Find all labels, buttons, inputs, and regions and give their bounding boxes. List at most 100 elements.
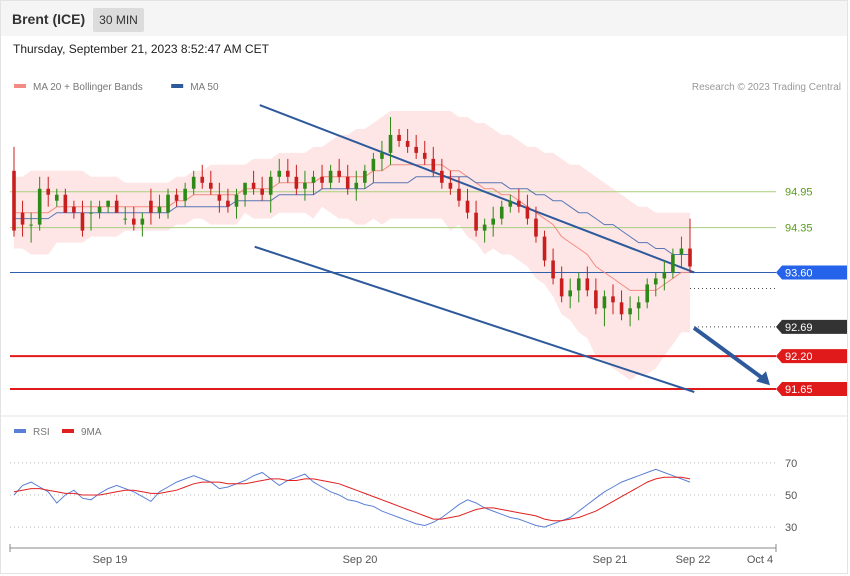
candle-body: [491, 218, 495, 225]
candle-body: [517, 200, 521, 207]
candle-body: [525, 206, 530, 219]
candle-body: [106, 200, 110, 207]
candle-body: [602, 296, 607, 309]
forecast-arrow-head: [756, 371, 770, 386]
rsi-9ma-line: [13, 476, 691, 522]
price-tag: [776, 349, 847, 364]
candle-body: [54, 194, 59, 201]
candle-body: [594, 290, 598, 309]
price-label: 94.35: [785, 223, 813, 235]
candle-body: [294, 176, 299, 189]
legend-label: MA 50: [190, 82, 219, 93]
candle-body: [508, 200, 513, 207]
candle-body: [20, 212, 25, 225]
legend-swatch: [14, 429, 26, 433]
rsi-panel: 70 50 30: [10, 458, 797, 534]
candles: [12, 117, 692, 327]
timeframe-badge[interactable]: 30 MIN: [93, 8, 144, 32]
moving-averages: [14, 164, 690, 291]
x-tick-label: Sep 19: [93, 554, 128, 566]
price-tag: [776, 265, 847, 280]
channel-upper-line: [259, 104, 695, 274]
horizontal-levels: [10, 191, 776, 391]
candle-body: [619, 302, 624, 315]
candle-body: [559, 278, 564, 297]
candle-body: [131, 218, 136, 225]
price-label: 94.95: [785, 187, 813, 199]
candle-body: [157, 206, 162, 213]
x-tick-label: Sep 20: [343, 554, 378, 566]
candle-body: [209, 182, 213, 189]
candle-body: [37, 188, 42, 225]
price-tag: [776, 382, 847, 397]
price-label: 92.69: [785, 322, 813, 334]
bollinger-band-area: [14, 111, 690, 381]
price-label: 92.20: [785, 351, 813, 363]
candle-body: [542, 236, 547, 261]
candle-body: [328, 170, 333, 183]
candle-body: [688, 248, 692, 267]
bollinger-band: [14, 111, 690, 381]
candle-body: [457, 188, 461, 201]
legend-label: RSI: [33, 427, 50, 438]
candle-body: [114, 200, 119, 213]
timestamp-text: Thursday, September 21, 2023 8:52:47 AM …: [13, 42, 269, 56]
candle-body: [72, 206, 76, 213]
candle-body: [166, 194, 170, 213]
rsi-line: [13, 468, 691, 528]
candle-body: [311, 176, 316, 183]
candle-body: [277, 170, 282, 177]
candle-body: [465, 200, 470, 213]
price-labels: 94.95 94.35 93.60 92.69 92.20 91.65: [776, 187, 847, 397]
candle-body: [320, 176, 324, 183]
candle-body: [89, 212, 93, 214]
candle-body: [234, 194, 239, 207]
candle-body: [414, 146, 418, 153]
candle-body: [482, 224, 487, 231]
candle-body: [645, 284, 650, 303]
candle-body: [29, 224, 33, 226]
candle-body: [337, 170, 341, 177]
candle-body: [636, 302, 641, 309]
rsi-tick-label: 50: [785, 490, 797, 502]
candle-body: [371, 158, 376, 171]
candle-body: [260, 188, 264, 195]
rsi-tick-label: 70: [785, 458, 797, 470]
candle-body: [551, 260, 555, 279]
candle-body: [286, 170, 290, 177]
candle-body: [80, 212, 85, 231]
legend-swatch: [14, 84, 26, 88]
candle-body: [628, 308, 632, 315]
ma50-line: [14, 176, 690, 255]
candle-body: [440, 170, 444, 183]
candle-body: [200, 176, 205, 183]
candle-body: [354, 182, 359, 189]
trend-channel: [254, 104, 770, 393]
candle-body: [679, 248, 684, 255]
candle-body: [397, 134, 401, 141]
candle-body: [243, 182, 247, 195]
instrument-title: Brent (ICE): [12, 11, 86, 27]
ma20-line: [14, 164, 690, 291]
legend-swatch: [62, 429, 74, 433]
candle-body: [363, 170, 367, 183]
candle-body: [388, 134, 393, 153]
channel-lower-line: [254, 245, 695, 393]
candle-body: [217, 194, 222, 201]
candle-body: [12, 170, 16, 231]
legend-label: MA 20 + Bollinger Bands: [33, 82, 143, 93]
candle-body: [405, 140, 410, 147]
candle-body: [97, 206, 102, 213]
candle-body: [63, 194, 68, 213]
candle-body: [345, 176, 350, 189]
candle-body: [46, 188, 51, 195]
x-tick-label: Oct 4: [747, 554, 773, 566]
candle-body: [123, 218, 128, 220]
candle-body: [474, 212, 478, 231]
candle-body: [576, 278, 581, 291]
credit-text: Research © 2023 Trading Central: [692, 82, 841, 93]
legend-swatch: [171, 84, 184, 88]
candle-body: [140, 218, 145, 225]
candle-body: [671, 254, 675, 273]
